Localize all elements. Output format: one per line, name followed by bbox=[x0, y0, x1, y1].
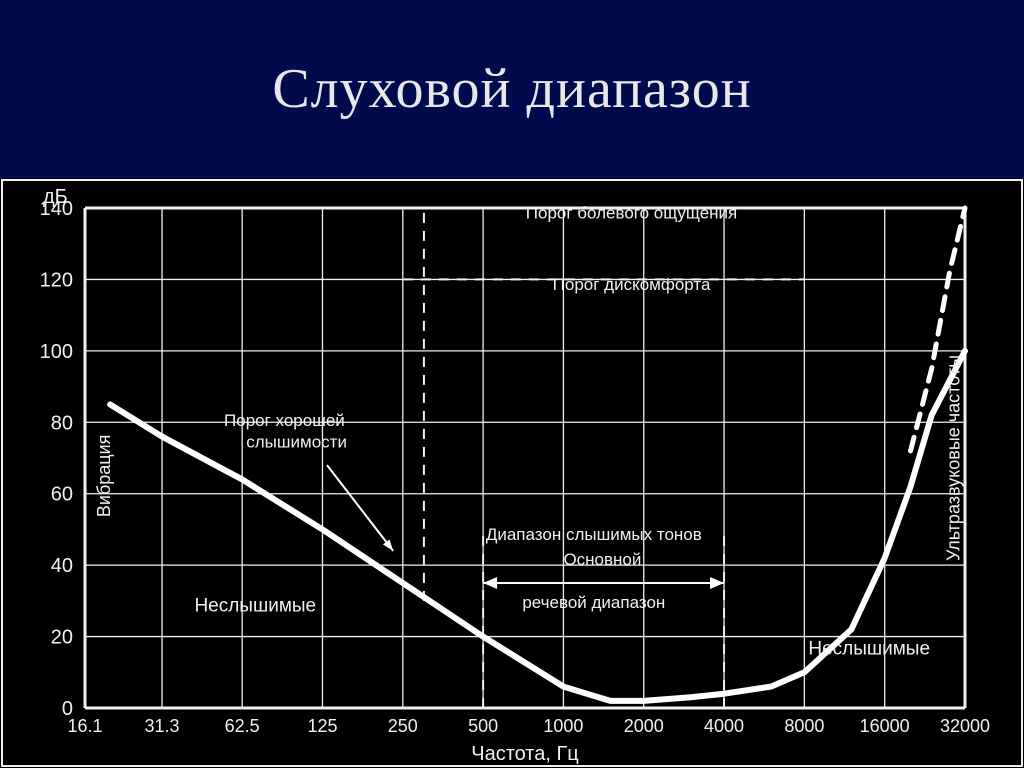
hearing-range-chart: 020406080100120140дБ16.131.362.512525050… bbox=[0, 178, 1024, 768]
svg-text:125: 125 bbox=[307, 716, 337, 736]
svg-text:62.5: 62.5 bbox=[225, 716, 260, 736]
svg-text:100: 100 bbox=[40, 341, 73, 363]
svg-text:Ультразвуковые частоты: Ультразвуковые частоты bbox=[943, 355, 963, 561]
chart-svg: 020406080100120140дБ16.131.362.512525050… bbox=[0, 178, 1024, 768]
svg-text:дБ: дБ bbox=[43, 186, 68, 208]
svg-text:Вибрация: Вибрация bbox=[94, 435, 114, 518]
svg-text:60: 60 bbox=[51, 484, 73, 506]
svg-text:500: 500 bbox=[468, 716, 498, 736]
svg-text:250: 250 bbox=[388, 716, 418, 736]
svg-text:80: 80 bbox=[51, 412, 73, 434]
svg-text:8000: 8000 bbox=[784, 716, 824, 736]
svg-text:32000: 32000 bbox=[940, 716, 990, 736]
svg-text:Порог дискомфорта: Порог дискомфорта bbox=[553, 275, 711, 294]
svg-text:Порог болевого ощущения: Порог болевого ощущения bbox=[526, 204, 737, 223]
svg-text:2000: 2000 bbox=[624, 716, 664, 736]
slide-title: Слуховой диапазон bbox=[272, 57, 751, 121]
svg-text:120: 120 bbox=[40, 269, 73, 291]
svg-text:Диапазон слышимых тонов: Диапазон слышимых тонов bbox=[486, 525, 702, 544]
svg-text:Порог хорошей: Порог хорошей bbox=[224, 411, 345, 430]
svg-text:16000: 16000 bbox=[860, 716, 910, 736]
svg-text:слышимости: слышимости bbox=[246, 432, 347, 451]
svg-text:4000: 4000 bbox=[704, 716, 744, 736]
svg-text:Неслышимые: Неслышимые bbox=[808, 638, 930, 659]
svg-text:Неслышимые: Неслышимые bbox=[194, 596, 316, 617]
svg-text:1000: 1000 bbox=[543, 716, 583, 736]
svg-text:Частота, Гц: Частота, Гц bbox=[471, 743, 579, 765]
svg-text:речевой диапазон: речевой диапазон bbox=[522, 593, 665, 612]
svg-text:31.3: 31.3 bbox=[145, 716, 180, 736]
svg-text:40: 40 bbox=[51, 555, 73, 577]
svg-text:20: 20 bbox=[51, 627, 73, 649]
svg-text:Основной: Основной bbox=[563, 550, 641, 569]
title-band: Слуховой диапазон bbox=[0, 0, 1024, 178]
svg-text:16.1: 16.1 bbox=[67, 716, 102, 736]
